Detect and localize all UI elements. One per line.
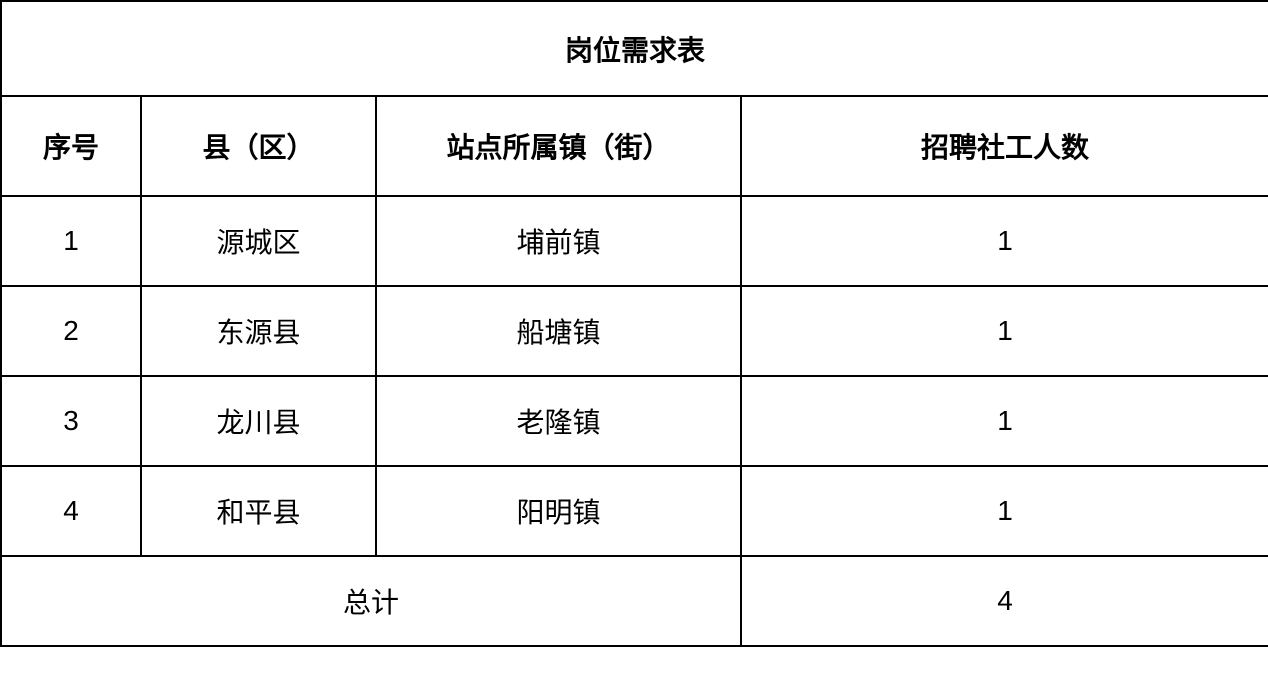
cell-district: 和平县 [141, 466, 376, 556]
cell-district: 源城区 [141, 196, 376, 286]
table-row: 3 龙川县 老隆镇 1 [1, 376, 1268, 466]
col-header-count: 招聘社工人数 [741, 96, 1268, 196]
table-title-row: 岗位需求表 [1, 1, 1268, 96]
cell-count: 1 [741, 196, 1268, 286]
cell-seq: 3 [1, 376, 141, 466]
cell-count: 1 [741, 286, 1268, 376]
cell-district: 龙川县 [141, 376, 376, 466]
cell-town: 埔前镇 [376, 196, 741, 286]
table-header-row: 序号 县（区） 站点所属镇（街） 招聘社工人数 [1, 96, 1268, 196]
table-row: 4 和平县 阳明镇 1 [1, 466, 1268, 556]
total-label: 总计 [1, 556, 741, 646]
table-row: 2 东源县 船塘镇 1 [1, 286, 1268, 376]
cell-town: 船塘镇 [376, 286, 741, 376]
cell-town: 老隆镇 [376, 376, 741, 466]
cell-seq: 1 [1, 196, 141, 286]
cell-seq: 4 [1, 466, 141, 556]
col-header-district: 县（区） [141, 96, 376, 196]
cell-count: 1 [741, 376, 1268, 466]
table-total-row: 总计 4 [1, 556, 1268, 646]
cell-count: 1 [741, 466, 1268, 556]
cell-town: 阳明镇 [376, 466, 741, 556]
cell-seq: 2 [1, 286, 141, 376]
col-header-seq: 序号 [1, 96, 141, 196]
position-demand-table: 岗位需求表 序号 县（区） 站点所属镇（街） 招聘社工人数 1 源城区 埔前镇 … [0, 0, 1268, 647]
table-title: 岗位需求表 [1, 1, 1268, 96]
col-header-town: 站点所属镇（街） [376, 96, 741, 196]
cell-district: 东源县 [141, 286, 376, 376]
total-value: 4 [741, 556, 1268, 646]
table-row: 1 源城区 埔前镇 1 [1, 196, 1268, 286]
